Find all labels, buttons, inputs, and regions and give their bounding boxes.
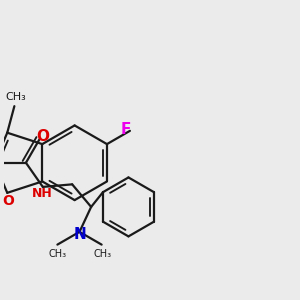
Text: N: N xyxy=(73,227,86,242)
Text: CH₃: CH₃ xyxy=(48,249,67,259)
Text: O: O xyxy=(36,130,49,145)
Text: F: F xyxy=(121,122,131,137)
Text: NH: NH xyxy=(32,187,52,200)
Text: CH₃: CH₃ xyxy=(5,92,26,102)
Text: CH₃: CH₃ xyxy=(94,249,112,259)
Text: O: O xyxy=(2,194,14,208)
